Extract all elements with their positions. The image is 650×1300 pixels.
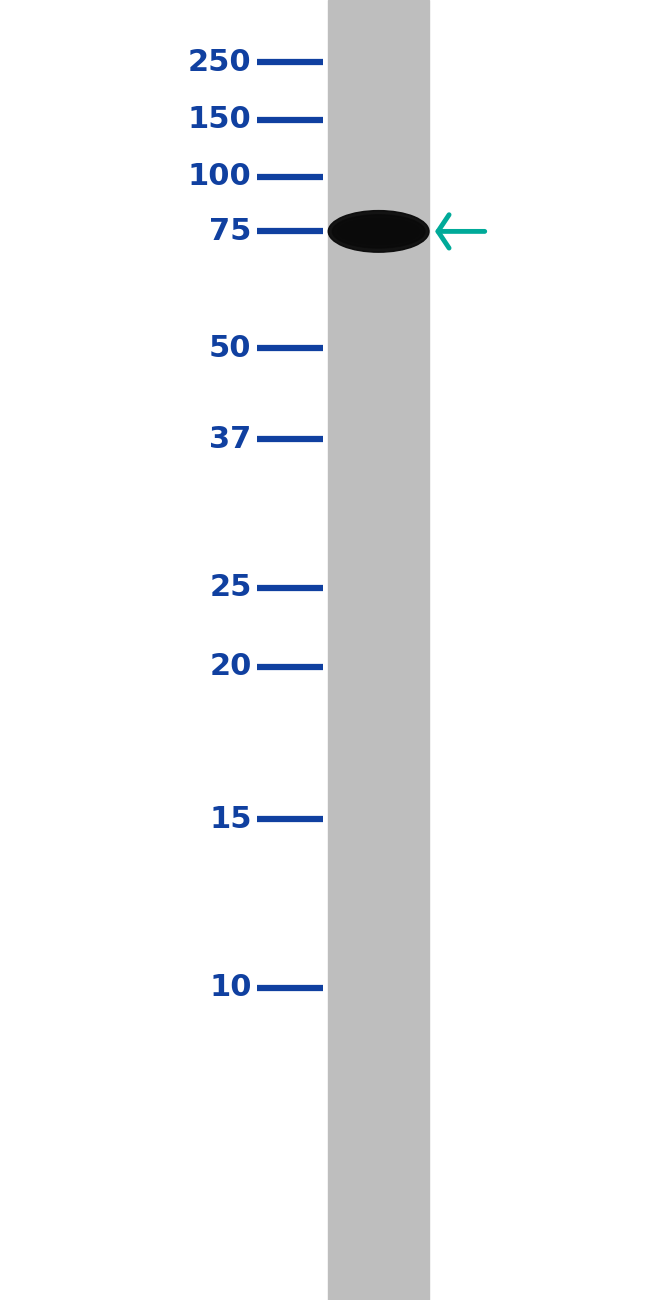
Text: 25: 25 xyxy=(209,573,252,602)
Bar xyxy=(328,0,429,1300)
Ellipse shape xyxy=(328,211,429,252)
Text: 10: 10 xyxy=(209,974,252,1002)
Text: 150: 150 xyxy=(188,105,252,134)
Ellipse shape xyxy=(346,224,411,239)
Text: 100: 100 xyxy=(188,162,252,191)
Text: 15: 15 xyxy=(209,805,252,833)
Text: 75: 75 xyxy=(209,217,252,246)
Text: 250: 250 xyxy=(188,48,252,77)
Text: 20: 20 xyxy=(209,653,252,681)
Text: 50: 50 xyxy=(209,334,252,363)
Text: 37: 37 xyxy=(209,425,252,454)
Ellipse shape xyxy=(332,214,425,248)
Ellipse shape xyxy=(338,218,419,244)
